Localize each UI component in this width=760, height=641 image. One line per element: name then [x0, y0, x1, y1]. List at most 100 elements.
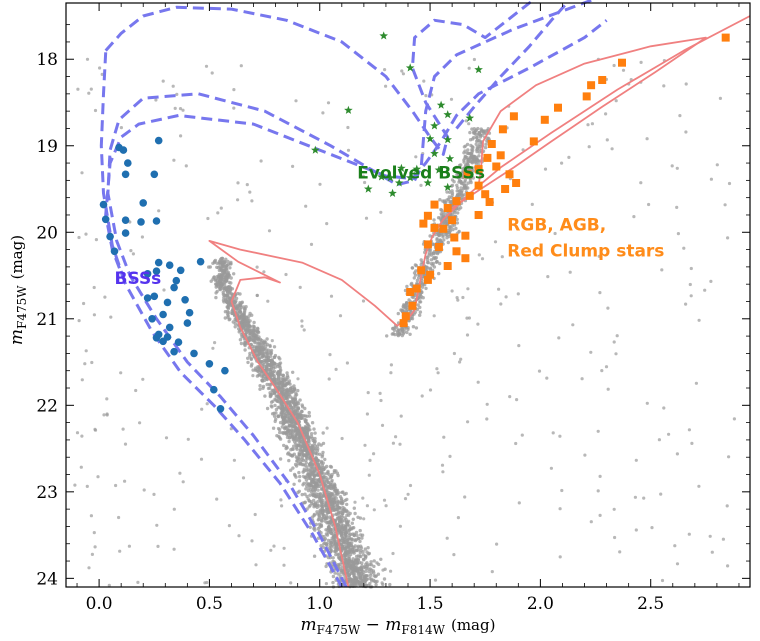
field-star	[426, 260, 430, 265]
rgb-agb-point	[474, 165, 483, 174]
field-star	[265, 337, 269, 341]
field-star	[369, 560, 373, 564]
field-star	[404, 309, 409, 313]
field-star	[258, 387, 262, 391]
field-star	[277, 434, 281, 439]
field-star	[366, 574, 370, 578]
bss-point	[216, 405, 225, 413]
field-star	[291, 424, 295, 429]
red-isochrone	[451, 36, 707, 209]
field-star	[172, 547, 176, 551]
field-star	[353, 548, 357, 553]
field-star	[457, 229, 461, 233]
field-star	[90, 552, 94, 557]
field-star	[276, 371, 280, 375]
field-star	[278, 361, 283, 365]
field-star	[334, 547, 338, 551]
field-star	[589, 350, 593, 354]
field-star	[107, 583, 111, 587]
field-star	[294, 435, 298, 439]
field-star	[119, 371, 123, 375]
field-star	[270, 359, 274, 363]
field-star	[305, 457, 310, 461]
field-star	[597, 254, 601, 258]
field-star	[92, 313, 96, 317]
field-star	[335, 499, 340, 503]
field-star	[508, 395, 512, 399]
field-star	[224, 276, 228, 280]
field-star	[493, 240, 498, 244]
field-star	[82, 301, 86, 306]
rgb-agb-point	[496, 151, 505, 160]
axes-ticks: 0.0 0.5 1.0 1.5 2.0 2.5 18 19 20 21 22 23 24	[36, 3, 750, 614]
field-star	[306, 450, 310, 455]
field-star	[450, 193, 454, 197]
field-star	[279, 385, 283, 389]
field-star	[353, 511, 357, 516]
field-star	[227, 318, 231, 322]
field-star	[483, 145, 488, 150]
field-star	[175, 92, 179, 96]
field-star	[253, 512, 257, 517]
field-star	[435, 251, 440, 256]
field-star	[416, 276, 421, 280]
field-star	[320, 453, 325, 457]
field-star	[291, 164, 295, 168]
field-star	[329, 540, 333, 545]
field-star	[726, 564, 730, 568]
field-star	[353, 559, 358, 563]
rgb-agb-point	[406, 288, 415, 296]
field-star	[213, 341, 217, 345]
field-star	[92, 531, 96, 535]
field-star	[138, 421, 142, 425]
field-star	[363, 556, 368, 560]
field-star	[474, 135, 479, 140]
field-star	[266, 352, 270, 356]
field-star	[360, 536, 364, 540]
field-star	[303, 500, 307, 504]
field-star	[308, 473, 312, 478]
field-star	[252, 320, 256, 325]
field-star	[684, 82, 688, 86]
field-star	[281, 431, 286, 436]
field-star	[667, 432, 671, 436]
field-star	[446, 197, 451, 201]
field-star	[200, 407, 204, 411]
field-star	[215, 261, 219, 265]
field-star	[351, 517, 355, 521]
field-star	[308, 493, 312, 497]
field-star	[464, 119, 468, 123]
field-star	[416, 303, 420, 307]
field-star	[452, 351, 456, 356]
field-star	[688, 282, 692, 287]
field-star	[302, 445, 307, 449]
field-star	[418, 300, 423, 304]
field-star	[94, 238, 98, 242]
field-star	[235, 310, 240, 314]
field-star	[476, 380, 480, 384]
field-star	[338, 314, 343, 318]
field-star	[361, 174, 365, 178]
field-star	[272, 369, 277, 373]
field-star	[255, 293, 259, 298]
field-star	[470, 150, 474, 154]
field-star	[276, 414, 280, 418]
field-star	[687, 428, 692, 432]
field-star	[155, 523, 159, 527]
field-star	[676, 232, 681, 236]
field-star	[277, 428, 282, 432]
field-star	[225, 309, 230, 314]
field-star	[272, 544, 276, 548]
field-star	[466, 148, 470, 152]
field-star	[605, 138, 609, 142]
field-star	[80, 378, 84, 382]
field-star	[301, 458, 305, 463]
field-star	[325, 507, 330, 512]
field-star	[223, 316, 227, 320]
field-star	[614, 99, 618, 103]
field-star	[337, 556, 341, 561]
field-star	[455, 221, 460, 225]
field-star	[236, 198, 240, 202]
field-star	[358, 577, 363, 581]
field-star	[396, 311, 400, 316]
